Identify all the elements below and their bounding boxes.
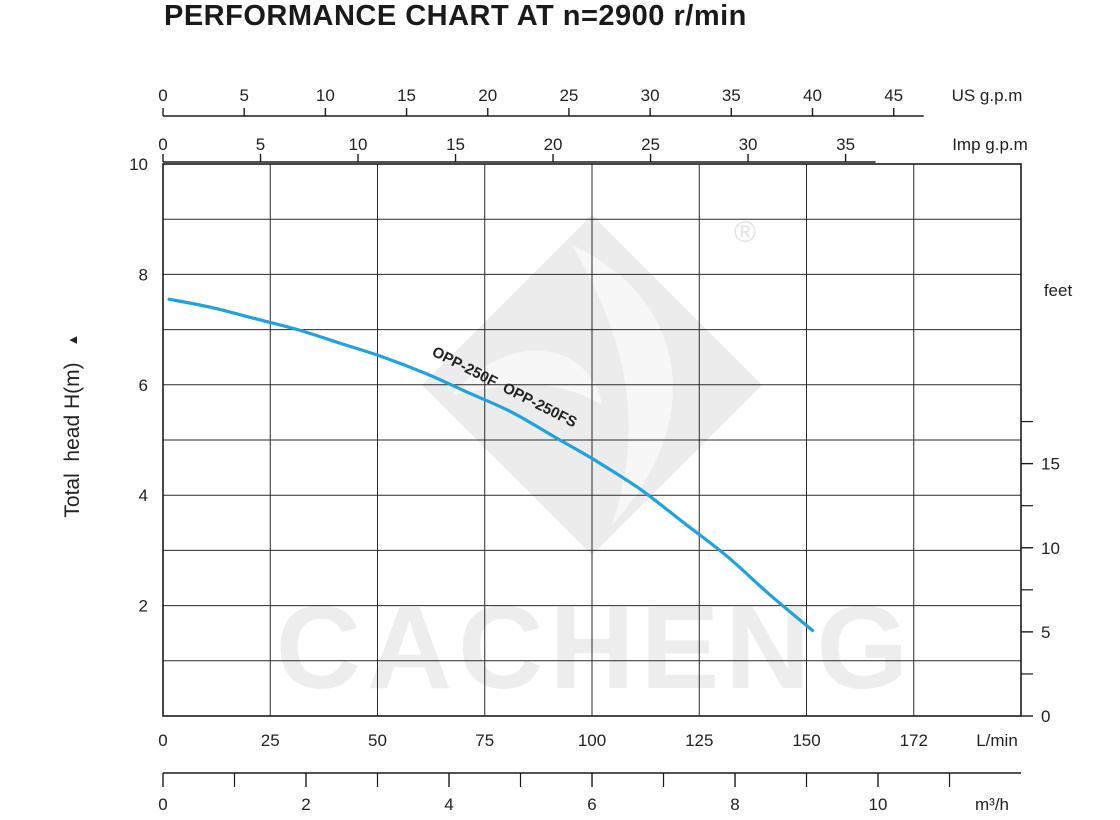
x-tick-label: 150 [792, 731, 820, 750]
top-axis-tick-label: 35 [722, 86, 741, 105]
y-tick-label: 2 [139, 597, 148, 616]
watermark-registered-mark: ® [734, 216, 756, 249]
top-axis-unit-label: Imp g.p.m [952, 135, 1028, 154]
y-tick-label: 4 [139, 486, 148, 505]
m3h-tick-label: 4 [444, 795, 453, 814]
m3h-tick-label: 8 [730, 795, 739, 814]
y-tick-label: 8 [139, 265, 148, 284]
top-axis-tick-label: 30 [641, 86, 660, 105]
x-tick-label: 50 [368, 731, 387, 750]
m3h-tick-label: 0 [158, 795, 167, 814]
top-axis-tick-label: 5 [239, 86, 248, 105]
top-axis-tick-label: 5 [256, 135, 265, 154]
series-line-opp-250f [167, 297, 815, 633]
feet-tick-label: 0 [1041, 707, 1050, 726]
top-axis-tick-label: 20 [544, 135, 563, 154]
chart-grid [162, 163, 1022, 717]
chart-title: PERFORMANCE CHART AT n=2900 r/min [164, 0, 747, 32]
watermark-text: CACHENG [276, 582, 915, 714]
m3h-tick-label: 2 [301, 795, 310, 814]
top-axis-tick-label: 0 [158, 86, 167, 105]
x-tick-label: 172 [900, 731, 928, 750]
m3h-tick-label: 10 [869, 795, 888, 814]
watermark: CACHENG ® [276, 215, 915, 714]
x-tick-label: 125 [685, 731, 713, 750]
x-tick-label: 100 [578, 731, 606, 750]
feet-tick-label: 5 [1041, 623, 1050, 642]
top-axis-tick-label: 10 [316, 86, 335, 105]
x-unit-label: L/min [976, 731, 1018, 750]
feet-tick-label: 10 [1041, 539, 1060, 558]
feet-unit-label: feet [1044, 281, 1073, 300]
y-tick-label: 10 [129, 155, 148, 174]
top-axis-tick-label: 15 [446, 135, 465, 154]
watermark-swirl-icon [452, 350, 602, 405]
m3h-tick-label: 6 [587, 795, 596, 814]
x-tick-label: 0 [158, 731, 167, 750]
top-axis-tick-label: 10 [349, 135, 368, 154]
y-axis-arrow-icon: ▲ [65, 334, 80, 347]
top-axis-unit-label: US g.p.m [952, 86, 1023, 105]
m3h-unit-label: m³/h [975, 795, 1009, 814]
feet-tick-label: 15 [1041, 455, 1060, 474]
x-tick-label: 25 [261, 731, 280, 750]
top-axis-tick-label: 25 [641, 135, 660, 154]
plot-frame [162, 163, 1022, 717]
y-axis-title: Total head H(m) [61, 362, 84, 517]
x-tick-label: 75 [475, 731, 494, 750]
top-axis-tick-label: 40 [803, 86, 822, 105]
series-layer [167, 297, 815, 633]
top-axis-tick-label: 25 [559, 86, 578, 105]
top-axis-tick-label: 20 [478, 86, 497, 105]
top-axis-tick-label: 15 [397, 86, 416, 105]
watermark-swirl-icon [572, 245, 673, 525]
top-axis-tick-label: 35 [836, 135, 855, 154]
top-axis-tick-label: 30 [739, 135, 758, 154]
top-axis-tick-label: 0 [158, 135, 167, 154]
top-axis-tick-label: 45 [884, 86, 903, 105]
y-tick-label: 6 [139, 376, 148, 395]
